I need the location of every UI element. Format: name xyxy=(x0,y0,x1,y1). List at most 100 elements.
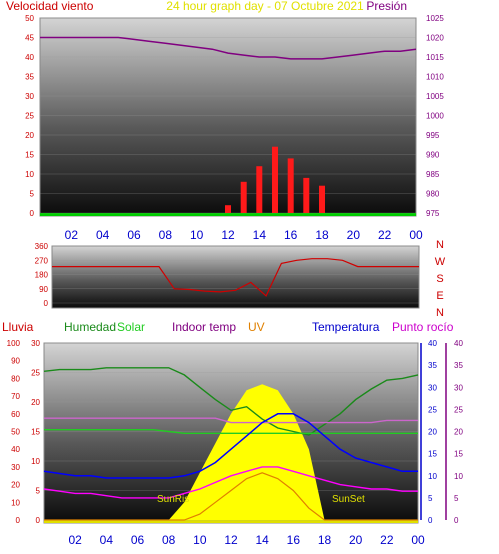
temp-tick-label: 15 xyxy=(428,450,437,459)
x-tick-label: 18 xyxy=(318,533,332,547)
y-tick-label: 35 xyxy=(25,73,34,82)
right-axis-title: Presión xyxy=(366,0,407,13)
wind-pressure-panel xyxy=(39,17,417,217)
humidity-line xyxy=(43,367,419,436)
solar-line xyxy=(44,429,418,434)
y2-tick-label: 1000 xyxy=(426,112,444,121)
y2-tick-label: 1010 xyxy=(426,73,444,82)
grass-strip-bottom xyxy=(44,520,418,523)
y2-tick-label: 995 xyxy=(426,131,440,140)
y2-tick-label: 985 xyxy=(426,170,440,179)
x-tick-label: 12 xyxy=(224,533,238,547)
compass-label: N xyxy=(436,307,444,319)
chart-title: 24 hour graph day - 07 Octubre 2021 xyxy=(166,0,364,13)
solar-radiation-area xyxy=(44,384,418,520)
wind-bar xyxy=(256,166,263,213)
y-tick-label: 20 xyxy=(25,131,34,140)
solar-tick-label: 15 xyxy=(31,428,40,437)
y-tick-label: 50 xyxy=(25,14,34,23)
rain-tick-label: 30 xyxy=(11,463,20,472)
y2-tick-label: 1025 xyxy=(426,14,444,23)
x-tick-label: 18 xyxy=(315,228,329,242)
temp-tick-label: 0 xyxy=(428,516,433,525)
x-tick-label: 04 xyxy=(100,533,114,547)
wind-bar xyxy=(287,158,294,213)
temp-tick-label: 25 xyxy=(428,405,437,414)
temp2-tick-label: 5 xyxy=(454,494,459,503)
legend-solar: Solar xyxy=(117,320,145,334)
x-tick-label: 22 xyxy=(380,533,394,547)
x-tick-label: 20 xyxy=(347,228,361,242)
x-tick-label: 02 xyxy=(65,228,79,242)
x-tick-label: 04 xyxy=(96,228,110,242)
temp2-tick-label: 40 xyxy=(454,339,463,348)
x-tick-label: 02 xyxy=(68,533,82,547)
legend-indoor: Indoor temp xyxy=(172,320,236,334)
temp2-tick-label: 10 xyxy=(454,472,463,481)
legend-uv: UV xyxy=(248,320,265,334)
x-tick-label: 06 xyxy=(127,228,141,242)
x-tick-label: 10 xyxy=(193,533,207,547)
rain-tick-label: 50 xyxy=(11,428,20,437)
y2-tick-label: 1015 xyxy=(426,53,444,62)
x-tick-label: 10 xyxy=(190,228,204,242)
legend-rocio: Punto rocío xyxy=(392,320,454,334)
y-tick-label: 40 xyxy=(25,53,34,62)
wind-bar xyxy=(303,177,310,213)
temp-tick-label: 5 xyxy=(428,494,433,503)
indoor-temp-line xyxy=(44,417,418,424)
left-axis-title: Velocidad viento xyxy=(6,0,94,13)
compass-label: W xyxy=(435,256,446,268)
wind-bar xyxy=(319,185,325,213)
dewpoint-line xyxy=(43,466,418,499)
solar-tick-label: 20 xyxy=(31,398,40,407)
solar-tick-label: 5 xyxy=(36,487,41,496)
rain-tick-label: 70 xyxy=(11,392,20,401)
y-tick-label: 25 xyxy=(25,112,34,121)
dir-tick-label: 360 xyxy=(35,242,49,251)
legend-humedad: Humedad xyxy=(64,320,116,334)
temperature-line xyxy=(43,413,418,479)
y2-tick-label: 975 xyxy=(426,209,440,218)
temp2-tick-label: 15 xyxy=(454,450,463,459)
x-tick-label: 00 xyxy=(409,228,423,242)
x-tick-label: 22 xyxy=(378,228,392,242)
temp-tick-label: 30 xyxy=(428,383,437,392)
temp-tick-label: 40 xyxy=(428,339,437,348)
y2-tick-label: 1020 xyxy=(426,34,444,43)
y2-tick-label: 980 xyxy=(426,190,440,199)
x-tick-label: 14 xyxy=(255,533,269,547)
wind-bar xyxy=(225,205,231,213)
y-tick-label: 5 xyxy=(30,190,35,199)
wind-direction-panel xyxy=(51,245,420,309)
solar-tick-label: 25 xyxy=(31,369,40,378)
rain-tick-label: 20 xyxy=(11,481,20,490)
compass-label: N xyxy=(436,239,444,251)
x-tick-label: 06 xyxy=(131,533,145,547)
dir-tick-label: 90 xyxy=(39,285,48,294)
wind-bar xyxy=(240,181,247,213)
pressure-line xyxy=(40,36,417,60)
rain-tick-label: 80 xyxy=(11,374,20,383)
y-tick-label: 10 xyxy=(25,170,34,179)
rain-tick-label: 60 xyxy=(11,410,20,419)
temp2-tick-label: 30 xyxy=(454,383,463,392)
solar-tick-label: 10 xyxy=(31,457,40,466)
sunset-label: SunSet xyxy=(332,494,365,505)
temp2-tick-label: 35 xyxy=(454,361,463,370)
y2-tick-label: 1005 xyxy=(426,92,444,101)
temp-tick-label: 35 xyxy=(428,361,437,370)
x-tick-label: 08 xyxy=(162,533,176,547)
dir-tick-label: 180 xyxy=(35,271,49,280)
rain-tick-label: 0 xyxy=(16,516,21,525)
dir-tick-label: 270 xyxy=(35,256,49,265)
y-tick-label: 45 xyxy=(25,34,34,43)
x-tick-label: 12 xyxy=(221,228,235,242)
x-tick-label: 20 xyxy=(349,533,363,547)
y-tick-label: 15 xyxy=(25,151,34,160)
compass-label: S xyxy=(436,273,443,285)
temp2-tick-label: 20 xyxy=(454,428,463,437)
temp2-tick-label: 25 xyxy=(454,405,463,414)
y-tick-label: 0 xyxy=(30,209,35,218)
